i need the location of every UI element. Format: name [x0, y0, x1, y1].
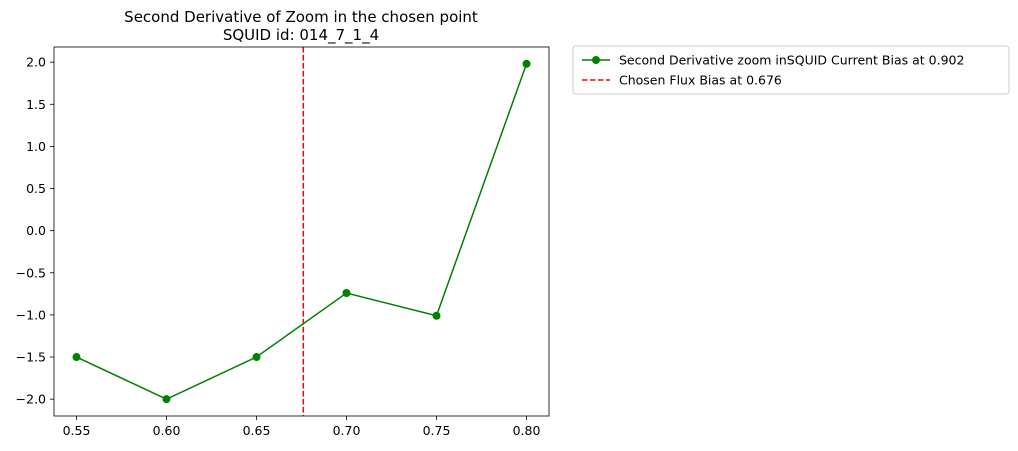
- axes-frame: [53, 46, 550, 417]
- data-point: [162, 395, 171, 404]
- y-tick-label: −1.0: [16, 307, 46, 322]
- x-tick-label: 0.55: [63, 423, 91, 438]
- x-tick-label: 0.65: [243, 423, 271, 438]
- plot-area: [72, 47, 531, 416]
- y-tick-label: 1.0: [26, 139, 46, 154]
- axes: 0.55 0.60 0.65 0.70 0.75 0.80 −2.0 −1.5 −1.0 −0.5…: [16, 46, 550, 438]
- y-tick-label: 0.0: [26, 223, 46, 238]
- data-point: [252, 353, 261, 362]
- data-point: [522, 59, 531, 68]
- chart-title: Second Derivative of Zoom in the chosen …: [124, 8, 478, 26]
- x-tick-label: 0.70: [333, 423, 361, 438]
- y-tick-label: −2.0: [16, 392, 46, 407]
- chart-subtitle: SQUID id: 014_7_1_4: [223, 26, 379, 45]
- y-tick-label: −1.5: [16, 350, 46, 365]
- x-tick-label: 0.75: [423, 423, 451, 438]
- x-tick-label: 0.80: [513, 423, 541, 438]
- series-line: [76, 63, 528, 400]
- legend-series-marker: [592, 56, 600, 64]
- y-tick-label: 2.0: [26, 55, 46, 70]
- y-tick-label: 1.5: [26, 97, 46, 112]
- legend-vline-label: Chosen Flux Bias at 0.676: [619, 73, 782, 88]
- data-point: [72, 353, 81, 362]
- legend-series-label: Second Derivative zoom inSQUID Current B…: [619, 53, 964, 68]
- data-point: [342, 289, 351, 297]
- y-tick-label: −0.5: [16, 265, 46, 280]
- legend: Second Derivative zoom inSQUID Current B…: [572, 45, 1010, 95]
- data-point: [432, 311, 441, 320]
- legend-frame: [572, 45, 1010, 95]
- x-tick-label: 0.60: [153, 423, 181, 438]
- y-tick-label: 0.5: [26, 181, 46, 196]
